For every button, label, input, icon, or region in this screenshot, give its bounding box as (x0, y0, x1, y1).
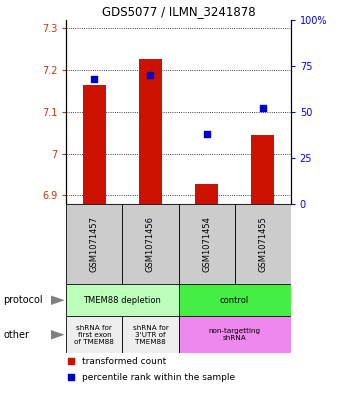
Bar (83, 85, 105, 204)
Polygon shape (51, 296, 65, 305)
Bar (251, 135, 274, 204)
Text: control: control (220, 296, 249, 305)
Bar (139, 59, 162, 204)
Bar (66, 316, 122, 353)
Polygon shape (51, 330, 65, 340)
Text: transformed count: transformed count (82, 357, 166, 366)
Bar (66, 204, 122, 285)
Bar (235, 204, 291, 285)
Text: GSM1071455: GSM1071455 (258, 216, 267, 272)
Point (68, 358, 73, 365)
Text: GSM1071454: GSM1071454 (202, 216, 211, 272)
Bar (178, 316, 291, 353)
Point (204, 131, 209, 137)
Text: TMEM88 depletion: TMEM88 depletion (83, 296, 162, 305)
Text: GSM1071456: GSM1071456 (146, 216, 155, 272)
Text: shRNA for
3'UTR of
TMEM88: shRNA for 3'UTR of TMEM88 (133, 325, 168, 345)
Point (260, 105, 265, 111)
Text: other: other (3, 330, 29, 340)
Text: non-targetting
shRNA: non-targetting shRNA (208, 328, 261, 342)
Point (91, 75, 97, 82)
Text: GSM1071457: GSM1071457 (90, 216, 99, 272)
Bar (66, 285, 178, 316)
Text: protocol: protocol (3, 295, 43, 305)
Text: percentile rank within the sample: percentile rank within the sample (82, 373, 235, 382)
Bar (178, 204, 235, 285)
Title: GDS5077 / ILMN_3241878: GDS5077 / ILMN_3241878 (102, 6, 255, 18)
Point (68, 374, 73, 380)
Bar (195, 184, 218, 204)
Text: shRNA for
first exon
of TMEM88: shRNA for first exon of TMEM88 (74, 325, 114, 345)
Bar (122, 316, 178, 353)
Point (148, 72, 153, 78)
Bar (178, 285, 291, 316)
Bar (122, 204, 178, 285)
